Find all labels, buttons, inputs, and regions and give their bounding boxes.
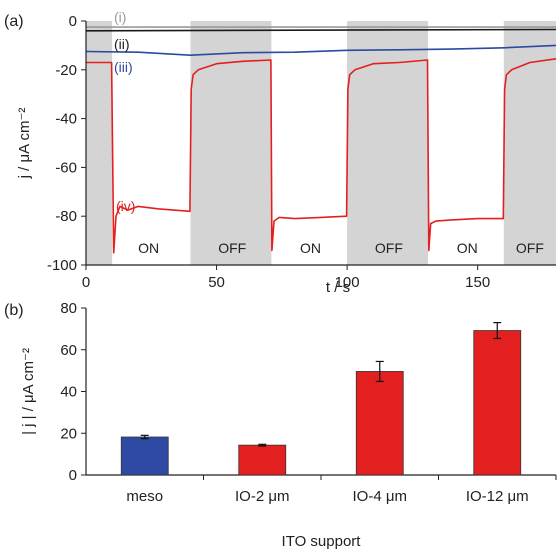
x-tick-label: 100 xyxy=(335,274,360,291)
y-tick-label: 80 xyxy=(60,300,77,317)
state-label-off: OFF xyxy=(516,240,544,256)
y-tick-label: 0 xyxy=(69,467,77,484)
state-label-on: ON xyxy=(138,240,159,256)
bar-4 xyxy=(473,330,522,476)
state-label-off: OFF xyxy=(218,240,246,256)
x-tick-label: 50 xyxy=(208,274,225,291)
category-label-2: IO-2 μm xyxy=(235,488,289,505)
panel-b-label: (b) xyxy=(4,302,24,319)
y-tick-label: -60 xyxy=(55,159,77,176)
panel-a-current-time-chart: 0 -20 -40 -60 -80 -100 0 50 100 150 ON OFF ON OFF ON OF… xyxy=(16,9,557,296)
x-tick-label: 150 xyxy=(465,274,490,291)
series-line-3 xyxy=(85,44,557,57)
bar-1 xyxy=(120,436,169,476)
y-tick-label: -20 xyxy=(55,62,77,79)
curve-label-i: (i) xyxy=(114,9,126,25)
off-interval-shade xyxy=(503,21,556,265)
category-label-1: meso xyxy=(126,488,163,505)
y-axis-title: | j | / μA cm⁻² xyxy=(20,348,37,435)
y-tick-label: -80 xyxy=(55,208,77,225)
x-axis-title: ITO support xyxy=(282,533,362,550)
bar-2 xyxy=(238,444,287,476)
off-interval-shade xyxy=(190,21,272,265)
series-line-2 xyxy=(85,28,557,32)
off-interval-shade xyxy=(86,21,113,265)
x-tick-label: 0 xyxy=(82,274,90,291)
category-label-3: IO-4 μm xyxy=(353,488,407,505)
series-line-4 xyxy=(86,58,557,254)
x-axis-title: t / s xyxy=(326,279,350,296)
y-tick-label: 40 xyxy=(60,384,77,401)
y-tick-label: 0 xyxy=(69,13,77,30)
y-tick-label: -40 xyxy=(55,111,77,128)
off-interval-shade xyxy=(347,21,429,265)
y-tick-label: 60 xyxy=(60,342,77,359)
panel-a-label: (a) xyxy=(4,13,24,30)
category-label-4: IO-12 μm xyxy=(466,488,529,505)
state-label-on: ON xyxy=(300,240,321,256)
curve-label-iv: (iv) xyxy=(116,198,135,214)
state-label-off: OFF xyxy=(375,240,403,256)
state-label-on: ON xyxy=(457,240,478,256)
y-tick-label: -100 xyxy=(47,257,77,274)
bar-3 xyxy=(355,371,404,476)
panel-b-bar-chart: 0 20 40 60 80 meso IO-2 μm IO-4 μm IO-12 μm ITO s… xyxy=(20,300,557,550)
curve-label-ii: (ii) xyxy=(114,36,130,52)
y-tick-label: 20 xyxy=(60,425,77,442)
curve-label-iii: (iii) xyxy=(114,59,133,75)
y-axis-title: j / μA cm⁻² xyxy=(16,108,33,180)
